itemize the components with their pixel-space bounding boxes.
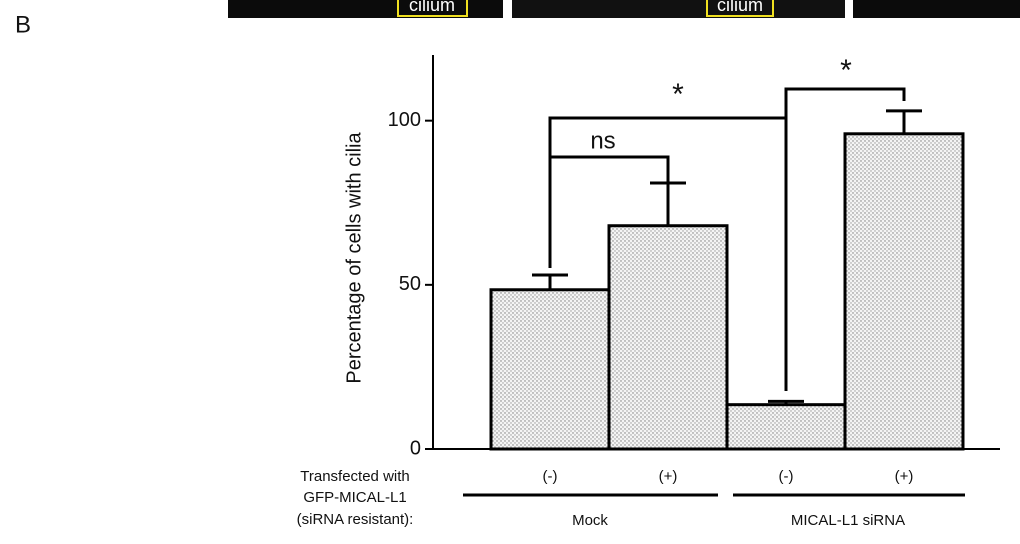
y-axis-label: Percentage of cells with cilia — [343, 132, 365, 384]
group-label: MICAL-L1 siRNA — [791, 512, 905, 529]
micrograph-strip — [512, 0, 845, 18]
x-tick-label: (+) — [659, 468, 678, 485]
image-label: cilium — [409, 0, 455, 15]
annotation: ns — [590, 127, 615, 154]
y-tick-label: 100 — [388, 109, 421, 131]
group-label: Mock — [572, 512, 608, 529]
bar — [609, 226, 727, 449]
y-tick-label: 50 — [399, 273, 421, 295]
bar — [845, 134, 963, 449]
x-tick-label: (-) — [543, 468, 558, 485]
y-tick-label: 0 — [410, 437, 421, 459]
x-tick-label: (-) — [779, 468, 794, 485]
annotation: * — [672, 78, 684, 111]
annotation: * — [840, 54, 852, 87]
bar — [727, 405, 845, 449]
significance-bracket — [786, 89, 904, 118]
x-label-line: Transfected with — [300, 468, 410, 485]
figure: cilium cilium B Percentage of cells with… — [0, 0, 1020, 544]
panel-label: B — [15, 11, 31, 38]
x-label-line: (siRNA resistant): — [297, 511, 414, 528]
micrograph-strip — [853, 0, 1020, 18]
x-tick-label: (+) — [895, 468, 914, 485]
x-label-line: GFP-MICAL-L1 — [303, 489, 406, 506]
bar — [491, 290, 609, 449]
image-label: cilium — [717, 0, 763, 15]
